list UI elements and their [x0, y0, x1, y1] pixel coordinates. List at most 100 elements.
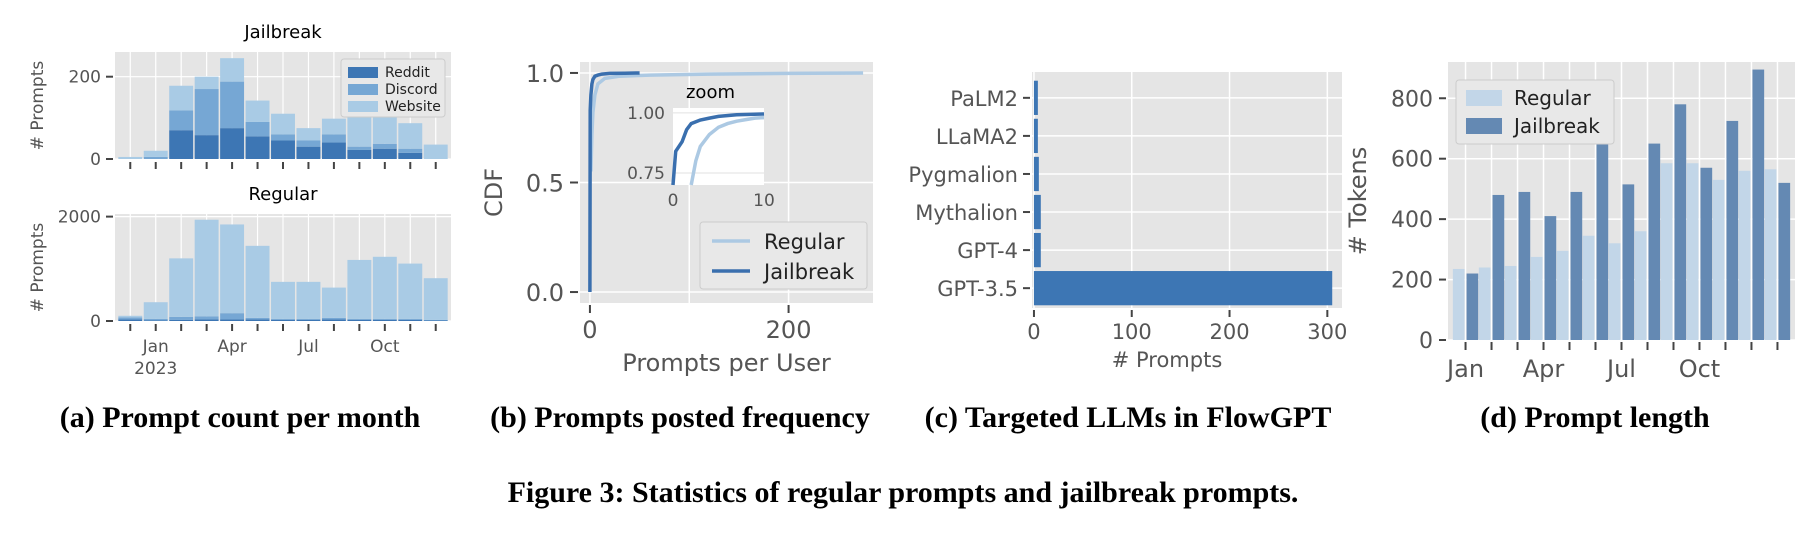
bar-jailbreak: [1648, 143, 1661, 340]
inset-line-jailbreak: [671, 112, 765, 186]
bar-discord: [372, 143, 397, 149]
bar-discord: [398, 318, 423, 320]
legend-label: Jailbreak: [762, 260, 855, 284]
bar-website: [296, 281, 321, 319]
bar-reddit: [143, 320, 168, 321]
bar-website: [245, 245, 270, 318]
bar-reddit: [372, 148, 397, 159]
bar-reddit: [194, 135, 219, 159]
bar-discord: [398, 148, 423, 153]
bar-reddit: [347, 149, 372, 159]
bar-regular: [1478, 267, 1491, 340]
x-tick-label: Jul: [1605, 355, 1636, 383]
bar-jailbreak: [1518, 191, 1531, 340]
x-tick-label: 200: [766, 316, 812, 344]
y-tick-label: 200: [1391, 269, 1433, 294]
bar-discord: [169, 110, 194, 131]
bar-reddit: [271, 319, 295, 321]
bar-website: [220, 224, 245, 314]
inset-x-tick-label: 0: [668, 191, 679, 211]
bar-reddit: [372, 319, 397, 321]
bar-regular: [1452, 268, 1465, 340]
legend-swatch: [348, 84, 378, 95]
bar-website: [372, 256, 397, 319]
bar-gpt-3-5: [1033, 271, 1333, 306]
bar-jailbreak: [1752, 69, 1765, 340]
bar-website: [296, 128, 321, 141]
x-tick-label: 2023: [134, 359, 177, 379]
bar-discord: [271, 134, 295, 141]
figure-caption: Figure 3: Statistics of regular prompts …: [508, 476, 1299, 509]
bar-website: [143, 150, 168, 157]
bar-website: [372, 114, 397, 144]
bar-website: [398, 263, 423, 319]
inset-y-tick-label: 1.00: [627, 104, 665, 124]
bar-regular: [1634, 231, 1647, 340]
bar-pygmalion: [1033, 156, 1039, 192]
y-tick-label: PaLM2: [950, 87, 1018, 111]
legend-swatch: [1466, 118, 1502, 134]
legend-label: Jailbreak: [1512, 114, 1600, 138]
y-tick-label: 600: [1391, 148, 1433, 173]
bar-jailbreak: [1544, 216, 1557, 340]
x-tick-label: 100: [1112, 320, 1152, 344]
bar-reddit: [321, 142, 346, 159]
bar-website: [118, 156, 143, 159]
x-tick-label: 200: [1209, 320, 1249, 344]
bar-reddit: [347, 319, 372, 321]
bar-reddit: [245, 319, 270, 321]
panel-a: 0 200 Jailbreak # Prompts RedditDiscordWebsi…: [28, 22, 451, 379]
x-tick-label: 0: [582, 316, 597, 344]
bar-reddit: [398, 152, 423, 159]
bar-discord: [194, 89, 219, 136]
bar-reddit: [220, 319, 245, 321]
legend-swatch: [348, 101, 378, 112]
y-tick-label: Pygmalion: [908, 163, 1018, 187]
bar-discord: [347, 318, 372, 320]
bar-regular: [1660, 163, 1673, 340]
bar-regular: [1686, 163, 1699, 340]
bar-discord: [245, 121, 270, 137]
bar-discord: [220, 313, 245, 320]
y-tick-label: 0: [90, 312, 101, 332]
bar-discord: [321, 134, 346, 143]
bar-discord: [296, 140, 321, 147]
plot-area: [1032, 72, 1342, 308]
bar-website: [347, 259, 372, 319]
legend-label: Regular: [1514, 86, 1591, 110]
y-tick-label: GPT-3.5: [937, 277, 1018, 301]
y-tick-label: GPT-4: [957, 239, 1018, 263]
bar-website: [321, 287, 346, 318]
bar-reddit: [118, 319, 143, 321]
bar-discord: [143, 156, 168, 159]
series-line-regular: [589, 71, 864, 172]
legend-label: Website: [385, 99, 441, 115]
subplot-title: Jailbreak: [243, 22, 322, 43]
bar-reddit: [296, 319, 321, 321]
bar-website: [118, 315, 143, 318]
bar-mythalion: [1033, 194, 1041, 230]
bar-jailbreak: [1596, 108, 1609, 340]
bar-jailbreak: [1622, 184, 1635, 340]
bar-jailbreak: [1700, 167, 1713, 340]
y-tick-label: 2000: [58, 208, 101, 228]
inset-line-regular: [689, 115, 765, 186]
y-tick-label: 0: [90, 150, 101, 170]
x-tick-label: Jul: [297, 337, 319, 357]
bar-website: [169, 258, 194, 317]
subcaption-d: (d) Prompt length: [1480, 401, 1710, 434]
x-tick-label: Apr: [217, 337, 246, 357]
x-tick-label: Jan: [142, 337, 169, 357]
bar-jailbreak: [1570, 191, 1583, 340]
bar-website: [398, 123, 423, 149]
y-tick-label: 0.5: [526, 170, 564, 198]
y-axis-label: CDF: [480, 168, 508, 217]
bar-discord: [271, 318, 295, 320]
bar-website: [271, 113, 295, 135]
bar-discord: [220, 81, 245, 129]
bar-llama2: [1033, 118, 1038, 154]
bar-website: [143, 302, 168, 319]
bar-gpt-4: [1033, 232, 1041, 268]
bar-reddit: [220, 128, 245, 159]
